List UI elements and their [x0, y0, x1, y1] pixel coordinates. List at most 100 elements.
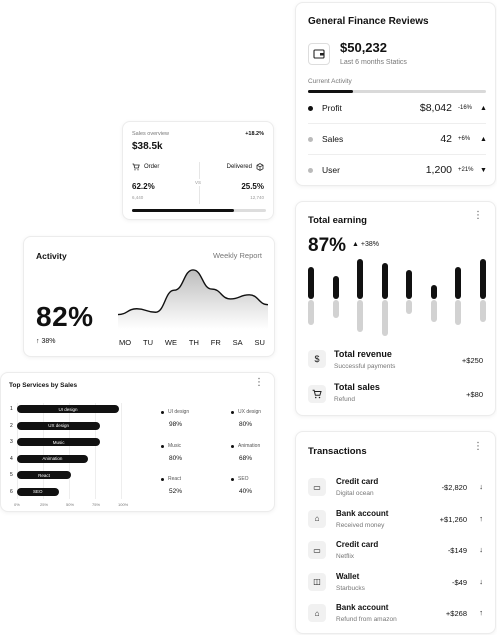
transaction-arrow-icon[interactable]: ↓ — [479, 576, 483, 586]
service-bar[interactable]: SEO — [17, 487, 59, 496]
transaction-amount: -$149 — [447, 546, 467, 555]
transaction-sub: Received money — [336, 521, 385, 529]
activity-curve-chart — [118, 269, 268, 329]
legend-item: UI design — [161, 409, 189, 415]
finance-row-value: 42 — [440, 133, 452, 145]
legend-value: 98% — [169, 421, 183, 428]
transaction-icon: ▭ — [308, 541, 326, 559]
arrow-up-icon: ↑ — [36, 338, 40, 345]
total-earning-card: Total earning ⋮ 87% ▲ +38% $ Total reven… — [295, 201, 496, 416]
gridline — [69, 403, 70, 499]
earning-percent: 87% — [308, 235, 347, 256]
transaction-name[interactable]: Credit card — [336, 477, 379, 486]
earning-bar-bottom — [430, 300, 437, 322]
transaction-name[interactable]: Bank account — [336, 508, 389, 518]
tick-label: 100% — [118, 502, 129, 507]
legend-value: 80% — [169, 455, 183, 462]
gridline — [95, 403, 96, 499]
service-rank: 2 — [10, 422, 13, 429]
activity-days: MO TU WE TH FR SA SU — [119, 338, 265, 347]
finance-row-user[interactable]: User 1,200 +21% ▼ — [308, 163, 487, 177]
service-rank: 1 — [10, 406, 13, 412]
transaction-arrow-icon[interactable]: ↓ — [479, 482, 483, 491]
tick-label: 0% — [14, 502, 20, 507]
box-icon — [256, 163, 264, 171]
user-dot — [308, 167, 313, 173]
earning-change-value: +38% — [360, 241, 379, 248]
transactions-title: Transactions — [308, 446, 367, 457]
service-rank: 6 — [10, 488, 13, 495]
legend-dot — [231, 410, 234, 414]
transaction-arrow-icon[interactable]: ↑ — [479, 513, 483, 523]
more-icon[interactable]: ⋮ — [473, 441, 483, 452]
service-rank: 5 — [10, 472, 13, 478]
activity-area — [118, 269, 268, 329]
delivered-pct: 25.5% — [241, 182, 264, 191]
profit-dot — [308, 105, 313, 111]
finance-row-pct: -16% — [458, 105, 473, 111]
legend-label: UI design — [168, 409, 190, 415]
service-bar[interactable]: Music — [17, 438, 101, 446]
earning-bar-bottom — [357, 300, 363, 333]
day-label: WE — [164, 338, 177, 347]
transactions-card: Transactions ⋮ ▭ Credit card Digital ocean… — [295, 431, 496, 634]
service-bar[interactable]: UX design — [17, 421, 101, 430]
more-icon[interactable]: ⋮ — [254, 377, 264, 388]
order-label: Order — [144, 164, 160, 170]
transaction-arrow-icon[interactable]: ↓ — [479, 545, 483, 554]
legend-item: SEO — [231, 476, 249, 482]
legend-label: Animation — [238, 443, 261, 449]
earning-bar-bottom — [406, 300, 412, 315]
cart-icon — [308, 385, 326, 403]
transaction-name[interactable]: Wallet — [336, 571, 360, 581]
legend-value: 52% — [169, 488, 183, 495]
earning-bar-bottom — [308, 300, 314, 326]
transaction-sub: Starbucks — [336, 584, 365, 592]
transaction-amount: -$49 — [451, 577, 467, 587]
earning-bar-top — [308, 266, 314, 299]
earning-bar-top — [381, 262, 388, 299]
legend-value: 40% — [239, 488, 253, 495]
sales-overview-label: Sales overview — [132, 131, 169, 137]
finance-row-profit[interactable]: Profit $8,042 -16% ▲ — [308, 101, 487, 115]
transaction-sub: Refund from amazon — [336, 616, 397, 623]
day-label: TU — [142, 338, 153, 347]
finance-amount: $50,232 — [340, 40, 387, 55]
activity-change-value: 38% — [41, 338, 56, 345]
finance-title: General Finance Reviews — [308, 16, 429, 27]
chevron-down-icon[interactable]: ▼ — [480, 166, 487, 174]
finance-row-value: 1,200 — [425, 164, 452, 176]
chevron-up-icon[interactable]: ▲ — [480, 104, 487, 112]
finance-row-sales[interactable]: Sales 42 +6% ▲ — [308, 132, 487, 146]
sales-overview-pct: +18.2% — [245, 131, 264, 137]
earning-row-sub: Refund — [334, 396, 355, 403]
top-services-card: Top Services by Sales ⋮ 0% 25% 50% 75% 100% 1… — [0, 372, 275, 512]
legend-item: UX design — [231, 409, 261, 415]
more-icon[interactable]: ⋮ — [473, 210, 483, 221]
transaction-name[interactable]: Bank account — [336, 603, 389, 612]
finance-row-value: $8,042 — [419, 102, 452, 114]
activity-change: ↑ 38% — [36, 338, 55, 345]
transaction-name[interactable]: Credit card — [336, 540, 379, 549]
order-header: Order — [132, 163, 159, 171]
earning-bar-top — [479, 259, 486, 299]
day-label: MO — [119, 338, 132, 347]
legend-dot — [161, 410, 164, 414]
tick-label: 25% — [40, 502, 49, 507]
earning-row-value: +$250 — [461, 356, 483, 365]
service-bar[interactable]: Animation — [17, 454, 88, 463]
service-bar[interactable]: UI design — [17, 405, 119, 413]
legend-item: Animation — [231, 443, 260, 449]
transaction-sub: Netflix — [336, 553, 355, 560]
transaction-icon: ⌂ — [308, 604, 326, 622]
gridline — [121, 403, 122, 499]
earning-bar-bottom — [332, 300, 339, 319]
earning-bar-top — [406, 270, 412, 299]
service-bar[interactable]: React — [17, 471, 72, 479]
transaction-icon: ⌂ — [308, 509, 326, 528]
weekly-report-link[interactable]: Weekly Report — [212, 251, 262, 260]
legend-dot — [161, 477, 164, 481]
chevron-up-icon[interactable]: ▲ — [480, 135, 487, 143]
transaction-arrow-icon[interactable]: ↑ — [479, 608, 483, 617]
tick-label: 50% — [66, 502, 75, 507]
